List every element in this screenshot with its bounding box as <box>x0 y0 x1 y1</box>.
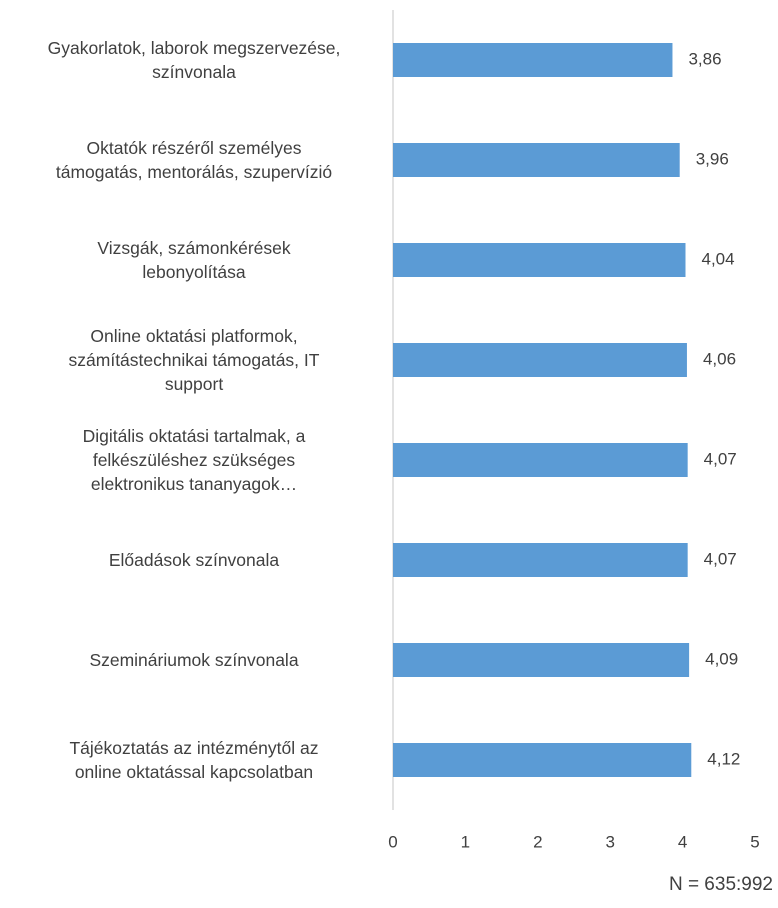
value-label: 4,07 <box>704 549 737 568</box>
category-label: Vizsgák, számonkérések lebonyolítása <box>97 238 291 282</box>
bar <box>393 743 692 777</box>
bar <box>393 43 673 77</box>
bar <box>393 143 680 177</box>
x-tick-label: 3 <box>605 832 614 851</box>
value-label: 3,96 <box>696 149 729 168</box>
x-tick-label: 0 <box>388 832 397 851</box>
value-label: 4,07 <box>704 449 737 468</box>
category-label: Digitális oktatási tartalmak, a felkészü… <box>82 426 306 494</box>
bar <box>393 643 690 677</box>
value-label: 4,09 <box>705 649 738 668</box>
category-label: Gyakorlatok, laborok megszervezése, szín… <box>47 38 341 82</box>
bar <box>393 543 688 577</box>
x-tick-label: 2 <box>533 832 542 851</box>
value-label: 4,12 <box>707 749 740 768</box>
bar <box>393 243 686 277</box>
category-label: Előadások színvonala <box>108 550 280 570</box>
x-tick-label: 4 <box>678 832 687 851</box>
value-label: 4,06 <box>703 349 736 368</box>
category-label: Oktatók részéről személyes támogatás, me… <box>55 138 333 182</box>
x-tick-label: 5 <box>750 832 759 851</box>
category-label: Tájékoztatás az intézménytől az online o… <box>69 738 319 782</box>
value-label: 3,86 <box>688 49 721 68</box>
value-label: 4,04 <box>701 249 734 268</box>
bar <box>393 443 688 477</box>
x-tick-label: 1 <box>461 832 470 851</box>
bar <box>393 343 687 377</box>
category-label: Online oktatási platformok, számítástech… <box>68 326 320 394</box>
annotation: N = 635:992 <box>669 874 773 895</box>
category-label: Szemináriumok színvonala <box>89 650 299 670</box>
